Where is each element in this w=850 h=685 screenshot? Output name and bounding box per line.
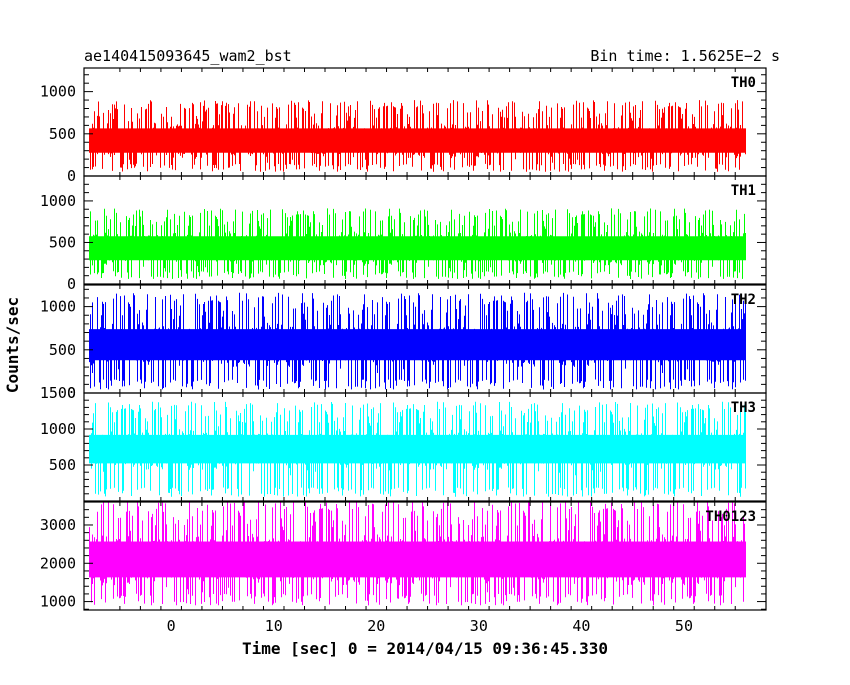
- y-tick-label: 0: [67, 384, 76, 402]
- chart-subtitle: Bin time: 1.5625E−2 s: [590, 47, 780, 65]
- y-axis-label: Counts/sec: [3, 297, 22, 393]
- chart-title: ae140415093645_wam2_bst: [84, 47, 292, 65]
- panel-th1: 0 500 1000 TH1: [40, 175, 767, 293]
- y-tick-label: 3000: [40, 516, 76, 534]
- panel-label-th2: TH2: [731, 292, 756, 308]
- panel-frame: [83, 392, 767, 502]
- y-tick-label: 1000: [40, 420, 76, 438]
- series-th2: [89, 292, 746, 390]
- x-tick-label: 30: [470, 617, 488, 635]
- panel-th0123: 1000 2000 3000 TH0123: [40, 501, 767, 611]
- y-tick-label: 0: [67, 167, 76, 185]
- y-tick-label: 500: [49, 233, 76, 251]
- y-tick-label: 500: [49, 456, 76, 474]
- y-tick-label: 1000: [40, 83, 76, 101]
- y-tick-label: 2000: [40, 554, 76, 572]
- x-tick-label: 20: [367, 617, 385, 635]
- y-tick-label: 1000: [40, 593, 76, 611]
- panel-th3: 500 1000 1500 TH3: [40, 384, 767, 502]
- x-tick-label: 10: [265, 617, 283, 635]
- panel-frame: [83, 175, 767, 285]
- y-tick-label: 1000: [40, 298, 76, 316]
- series-th3: [89, 401, 746, 497]
- y-tick-label: 500: [49, 125, 76, 143]
- x-tick-label: 50: [675, 617, 693, 635]
- y-tick-label: 1000: [40, 192, 76, 210]
- x-axis-label: Time [sec] 0 = 2014/04/15 09:36:45.330: [242, 639, 608, 658]
- panel-th0: 0 500 1000 TH0: [40, 67, 767, 185]
- y-tick-label: 1500: [40, 384, 76, 402]
- panel-label-th3: TH3: [731, 400, 756, 416]
- x-tick-label: 40: [572, 617, 590, 635]
- series-th0123: [89, 502, 746, 606]
- panel-th2: 0 500 1000 TH2: [40, 284, 767, 402]
- x-tick-label: 0: [167, 617, 176, 635]
- panel-label-th0: TH0: [731, 75, 756, 91]
- series-th1: [89, 208, 746, 279]
- panel-label-th0123: TH0123: [705, 509, 756, 525]
- y-tick-label: 500: [49, 341, 76, 359]
- panel-label-th1: TH1: [731, 183, 756, 199]
- series-th0: [89, 100, 746, 172]
- y-tick-label: 0: [67, 275, 76, 293]
